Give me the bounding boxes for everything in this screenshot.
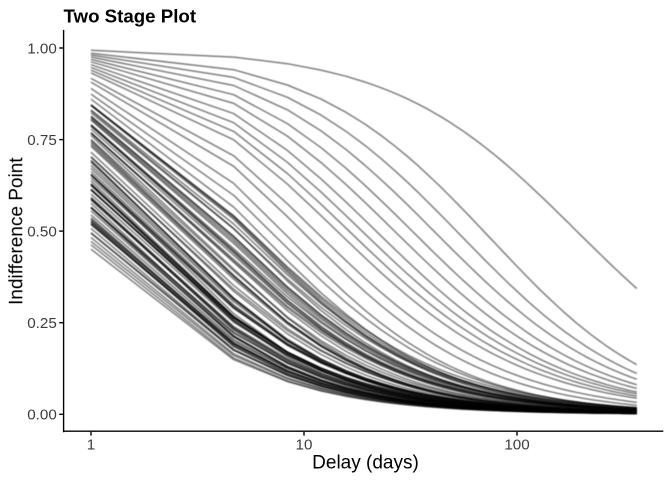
svg-text:0.25: 0.25 bbox=[27, 315, 57, 332]
svg-text:1.00: 1.00 bbox=[27, 40, 57, 57]
svg-text:Two Stage Plot: Two Stage Plot bbox=[64, 6, 197, 27]
svg-text:10: 10 bbox=[296, 437, 313, 454]
svg-text:Delay (days): Delay (days) bbox=[312, 453, 419, 474]
svg-text:0.00: 0.00 bbox=[27, 407, 57, 424]
svg-text:0.75: 0.75 bbox=[27, 132, 57, 149]
svg-text:100: 100 bbox=[504, 437, 529, 454]
svg-text:1: 1 bbox=[87, 437, 95, 454]
svg-text:0.50: 0.50 bbox=[27, 223, 57, 240]
svg-text:Indifference Point: Indifference Point bbox=[7, 157, 28, 305]
